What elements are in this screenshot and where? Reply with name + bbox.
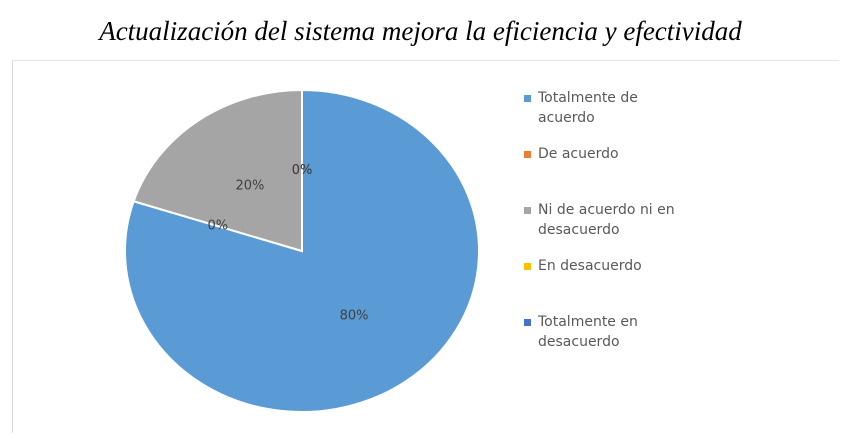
legend-item: Totalmente en desacuerdo — [524, 312, 694, 368]
legend-item: En desacuerdo — [524, 256, 694, 312]
pie-slice — [132, 88, 303, 253]
data-label: 20% — [236, 178, 265, 193]
legend-label: Ni de acuerdo ni en desacuerdo — [538, 202, 675, 238]
legend-label: Totalmente en desacuerdo — [538, 314, 638, 350]
chart-title: Actualización del sistema mejora la efic… — [99, 16, 742, 46]
legend-label: Totalmente de acuerdo — [538, 90, 638, 126]
legend-swatch — [524, 207, 531, 214]
legend-label: En desacuerdo — [538, 258, 642, 274]
data-label: 0% — [292, 163, 313, 178]
chart-frame — [12, 60, 839, 433]
legend-item: De acuerdo — [524, 144, 694, 200]
legend: Totalmente de acuerdo De acuerdo Ni de acu… — [524, 88, 694, 368]
legend-swatch — [524, 95, 531, 102]
data-label: 0% — [208, 219, 229, 234]
data-label: 80% — [340, 309, 369, 324]
legend-item: Totalmente de acuerdo — [524, 88, 694, 144]
legend-swatch — [524, 319, 531, 326]
data-label: 0% — [292, 163, 313, 178]
legend-swatch — [524, 263, 531, 270]
legend-swatch — [524, 151, 531, 158]
legend-item: Ni de acuerdo ni en desacuerdo — [524, 200, 694, 256]
legend-label: De acuerdo — [538, 146, 619, 162]
pie-slice — [124, 88, 480, 413]
